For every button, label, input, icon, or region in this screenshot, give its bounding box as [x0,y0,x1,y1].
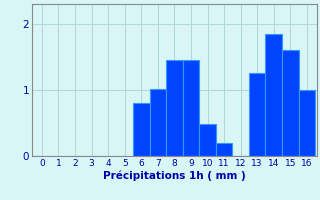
Bar [199,124,216,156]
X-axis label: Précipitations 1h ( mm ): Précipitations 1h ( mm ) [103,171,246,181]
Bar [216,143,232,156]
Bar [282,50,299,156]
Bar [266,34,282,156]
Bar [149,89,166,156]
Bar [133,103,149,156]
Bar [299,90,315,156]
Bar [183,60,199,156]
Bar [249,73,266,156]
Bar [166,60,183,156]
